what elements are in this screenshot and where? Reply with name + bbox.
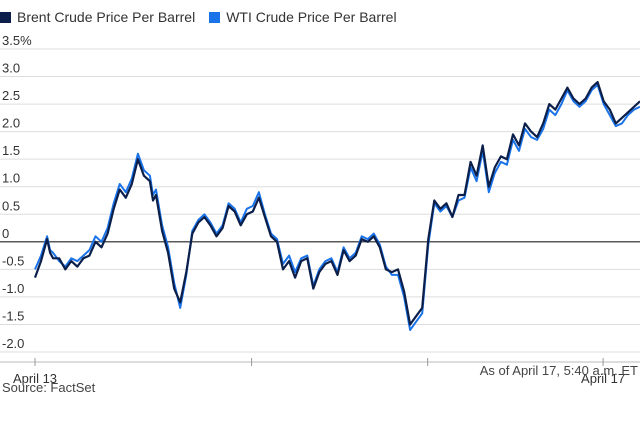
x-tick-label-0: April 13 <box>13 371 57 386</box>
y-tick-label-11: -2.0 <box>2 336 24 351</box>
y-tick-label-4: 1.5 <box>2 143 20 158</box>
series-line-wti <box>34 83 640 331</box>
x-tick-label-3: April 17 <box>581 371 625 386</box>
y-tick-label-0: 3.5% <box>2 33 32 48</box>
y-tick-label-1: 3.0 <box>2 61 20 76</box>
legend-swatch-brent <box>0 11 11 23</box>
y-tick-label-8: -0.5 <box>2 253 24 268</box>
source-note: Source: FactSet <box>2 380 96 395</box>
legend-swatch-wti <box>209 11 221 23</box>
legend-label-wti: WTI Crude Price Per Barrel <box>226 9 397 25</box>
y-tick-label-3: 2.0 <box>2 116 20 131</box>
legend-label-brent: Brent Crude Price Per Barrel <box>17 9 196 25</box>
series-line-brent <box>33 81 640 326</box>
legend-item-wti: WTI Crude Price Per Barrel <box>209 9 397 25</box>
timestamp-note: As of April 17, 5:40 a.m. ET <box>479 363 638 378</box>
y-tick-label-10: -1.5 <box>2 308 24 323</box>
y-tick-label-2: 2.5 <box>2 88 20 103</box>
legend-item-brent: Brent Crude Price Per Barrel <box>0 9 195 25</box>
y-tick-label-6: 0.5 <box>2 198 20 213</box>
y-tick-label-9: -1.0 <box>2 281 24 296</box>
y-tick-label-5: 1.0 <box>2 171 20 186</box>
legend: Brent Crude Price Per Barrel WTI Crude P… <box>0 6 411 28</box>
y-tick-label-7: 0 <box>2 226 9 241</box>
